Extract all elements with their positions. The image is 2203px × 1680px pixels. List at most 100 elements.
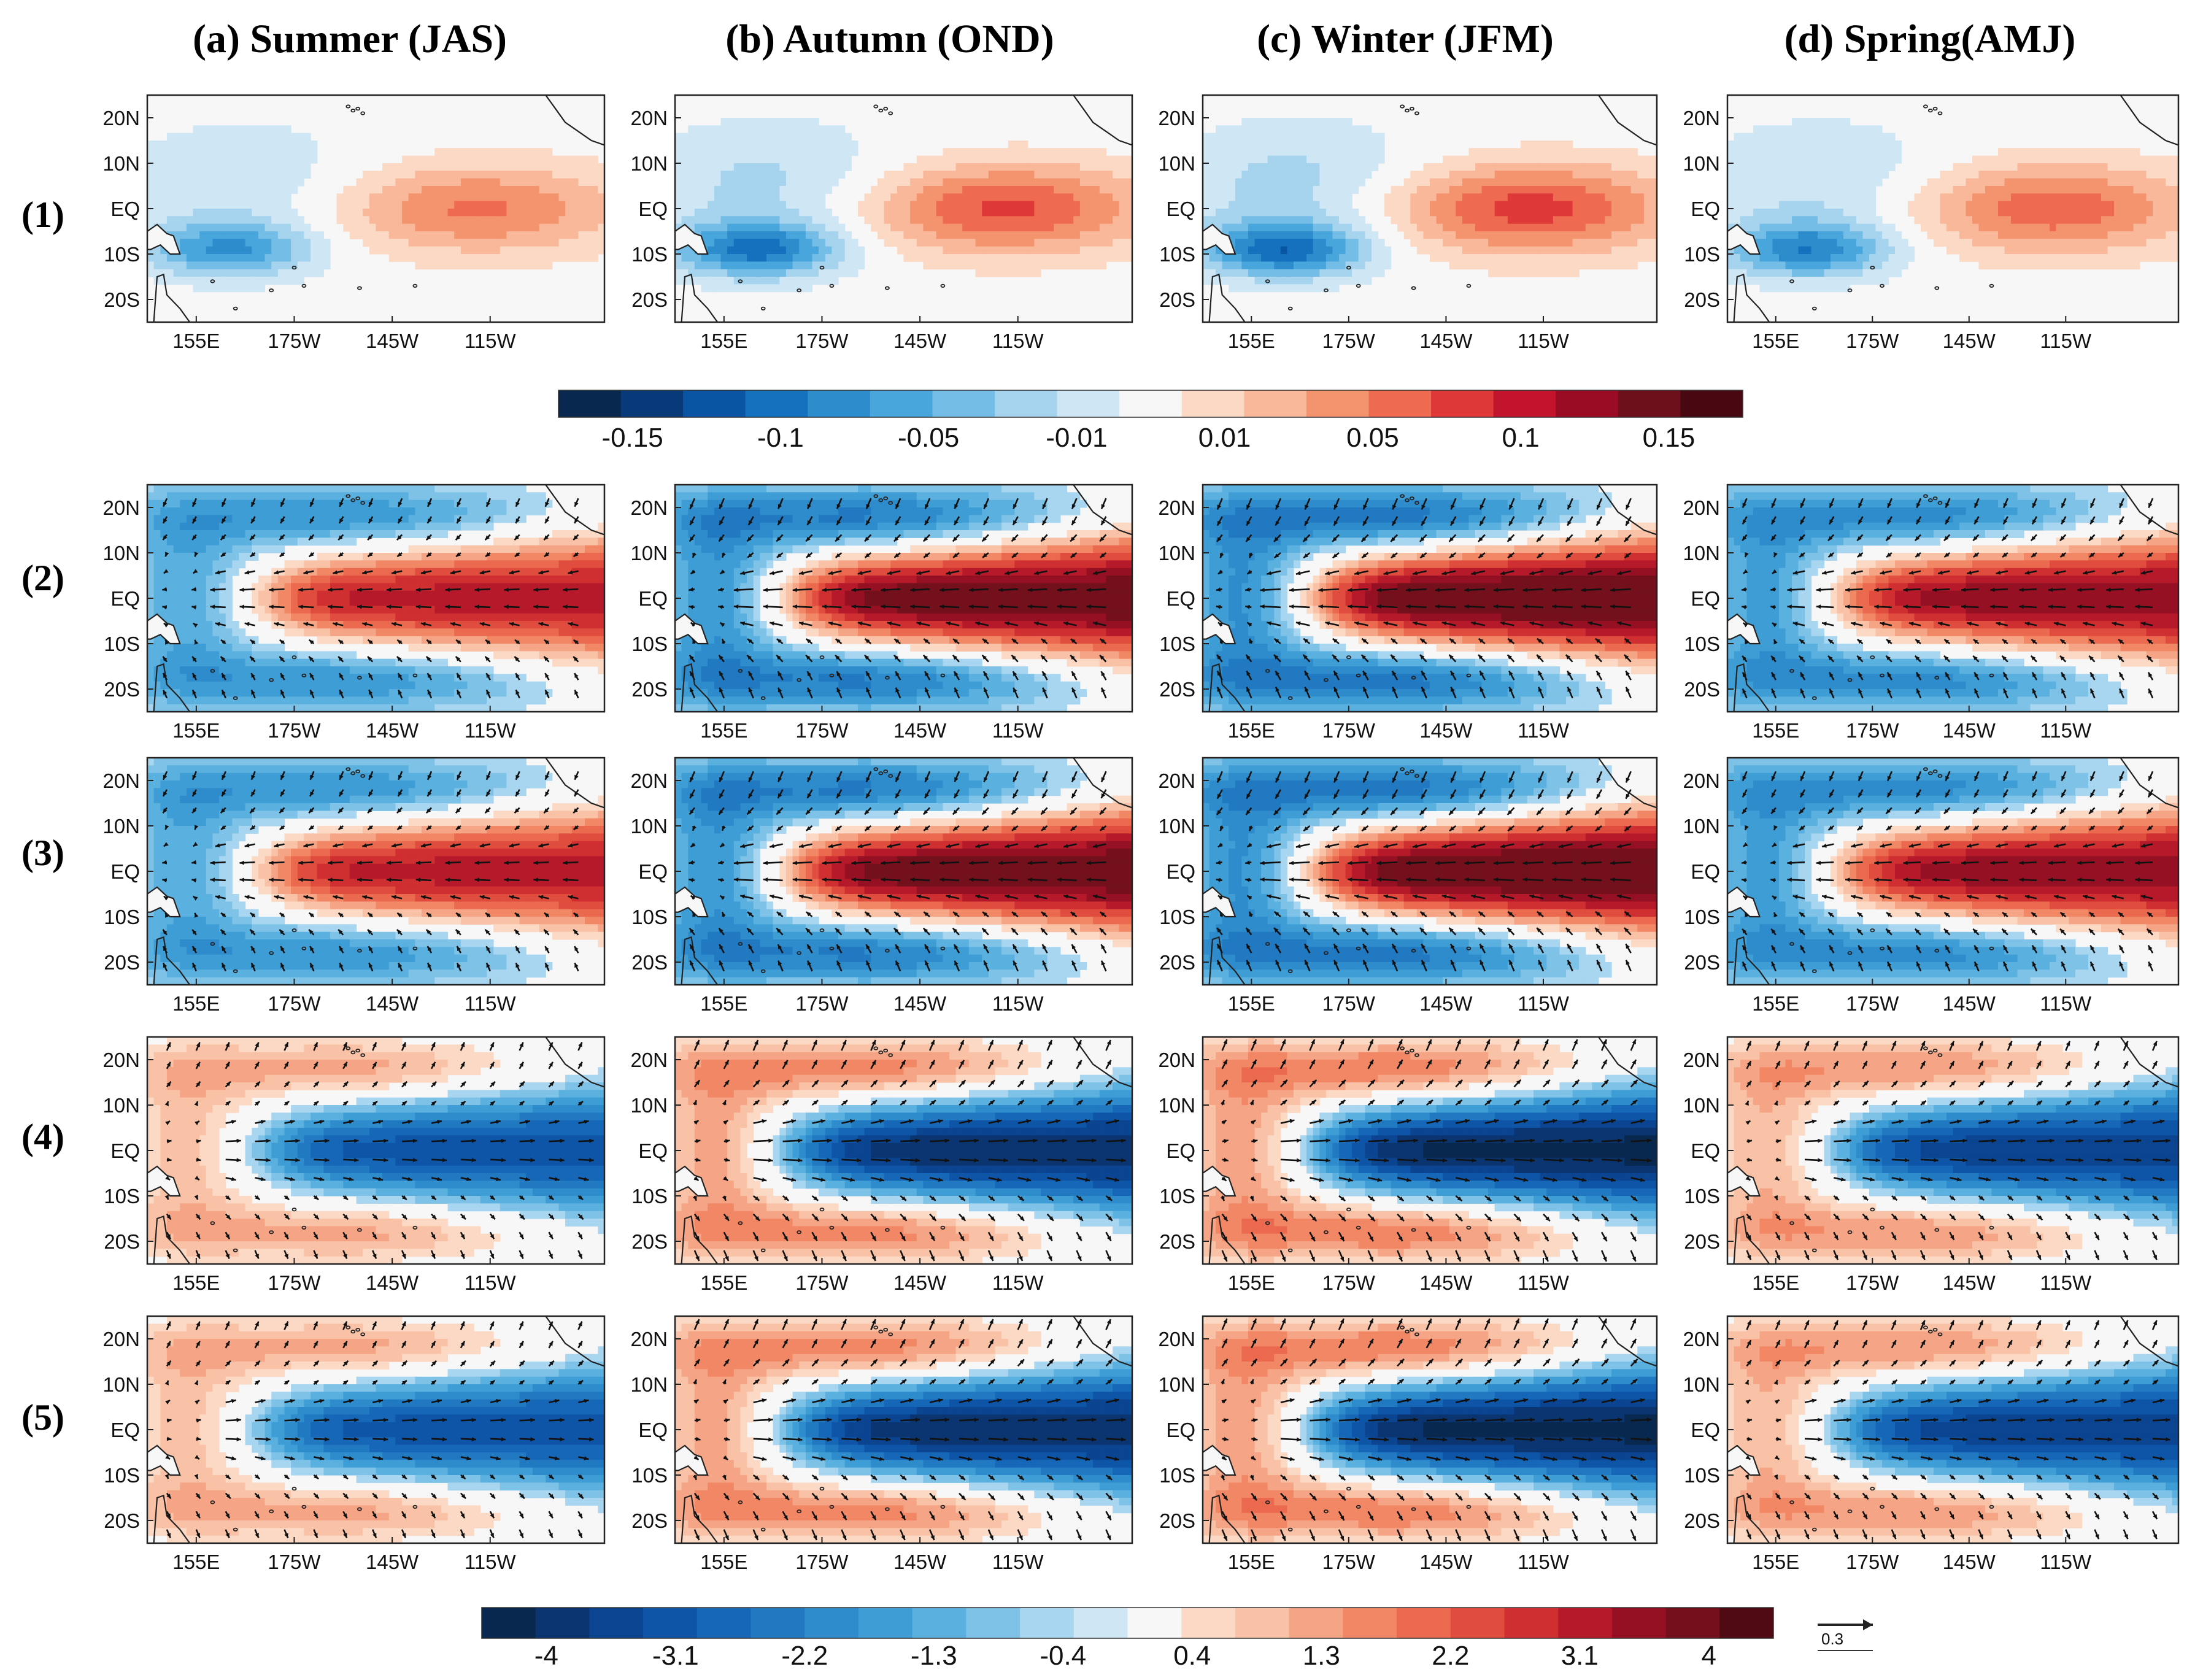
field-cell <box>173 560 180 569</box>
field-cell <box>2146 193 2153 202</box>
field-cell <box>1766 231 1773 239</box>
field-cell <box>1740 269 1748 277</box>
field-cell <box>1319 178 1327 187</box>
field-cell <box>1093 186 1100 194</box>
field-cell <box>1339 178 1346 187</box>
field-cell <box>147 269 155 277</box>
field-cell <box>2133 254 2140 262</box>
field-cell <box>388 246 396 255</box>
field-cell <box>943 201 950 209</box>
field-cell <box>1598 155 1606 164</box>
field-cell <box>982 148 989 156</box>
field-cell <box>160 148 168 156</box>
field-cell <box>1824 209 1831 217</box>
field-cell <box>1106 223 1113 232</box>
field-cell <box>212 125 220 134</box>
field-cell <box>1978 261 1986 270</box>
field-cell <box>1332 163 1340 171</box>
field-cell <box>173 178 180 187</box>
field-cell <box>428 178 435 187</box>
field-cell <box>1300 223 1307 232</box>
field-cell <box>447 261 455 270</box>
field-cell <box>2159 246 2166 255</box>
field-cell <box>982 254 989 262</box>
field-cell <box>1229 163 1236 171</box>
field-cell <box>982 223 989 232</box>
field-cell <box>578 163 585 171</box>
field-cell <box>1241 155 1249 164</box>
field-cell <box>1325 186 1333 194</box>
field-cell <box>897 178 905 187</box>
field-cell <box>571 209 579 217</box>
field-cell <box>792 125 800 134</box>
field-cell <box>805 178 813 187</box>
field-cell <box>277 178 285 187</box>
field-cell <box>1611 186 1619 194</box>
field-cell <box>271 201 279 209</box>
field-cell <box>1008 193 1015 202</box>
field-cell <box>1805 193 1812 202</box>
field-cell <box>1060 186 1068 194</box>
field-cell <box>943 155 950 164</box>
field-cell <box>877 193 885 202</box>
field-cell <box>1850 231 1857 239</box>
field-cell <box>277 186 285 194</box>
field-cell <box>1824 186 1831 194</box>
field-cell <box>1772 171 1780 179</box>
field-cell <box>153 261 161 270</box>
field-cell <box>284 155 291 164</box>
field-cell <box>1824 254 1831 262</box>
field-cell <box>258 246 266 255</box>
field-cell <box>2050 171 2057 179</box>
field-cell <box>1611 216 1619 225</box>
field-cell <box>2037 171 2044 179</box>
field-cell <box>252 155 259 164</box>
field-cell <box>1248 141 1256 148</box>
field-cell <box>1630 201 1638 209</box>
field-cell <box>225 239 233 247</box>
field-cell <box>1300 209 1307 217</box>
field-cell <box>1566 155 1573 164</box>
field-cell <box>1572 269 1580 277</box>
field-cell <box>193 133 200 141</box>
field-cell <box>688 246 695 255</box>
field-cell <box>897 246 905 255</box>
field-cell <box>447 246 455 255</box>
field-cell <box>1014 246 1022 255</box>
field-cell <box>1060 246 1068 255</box>
field-cell <box>2166 171 2173 179</box>
field-cell <box>252 193 259 202</box>
field-cell <box>1261 155 1268 164</box>
field-cell <box>694 125 702 134</box>
field-cell <box>2069 186 2076 194</box>
field-cell <box>1235 254 1243 262</box>
field-cell <box>546 201 553 209</box>
field-cell <box>995 231 1002 239</box>
field-cell <box>546 155 553 164</box>
field-cell <box>819 216 826 225</box>
field-cell <box>2056 239 2063 247</box>
field-cell <box>460 239 468 247</box>
field-cell <box>766 223 774 232</box>
field-cell <box>1248 216 1256 225</box>
field-cell <box>733 231 741 239</box>
field-cell <box>1856 246 1864 255</box>
field-cell <box>694 269 702 277</box>
field-cell <box>2107 254 2115 262</box>
field-cell <box>1534 269 1541 277</box>
field-cell <box>1494 269 1502 277</box>
field-cell <box>1798 254 1805 262</box>
field-cell <box>2088 163 2096 171</box>
field-cell <box>1643 171 1651 179</box>
field-cell <box>186 239 194 247</box>
field-cell <box>708 186 715 194</box>
field-cell <box>1805 171 1812 179</box>
field-cell <box>1837 133 1844 141</box>
field-cell <box>369 239 377 247</box>
field-cell <box>1843 216 1851 225</box>
field-cell <box>460 246 468 255</box>
field-cell <box>2107 246 2115 255</box>
field-cell <box>1001 178 1009 187</box>
field-cell <box>675 254 682 262</box>
field-cell <box>1280 209 1288 217</box>
